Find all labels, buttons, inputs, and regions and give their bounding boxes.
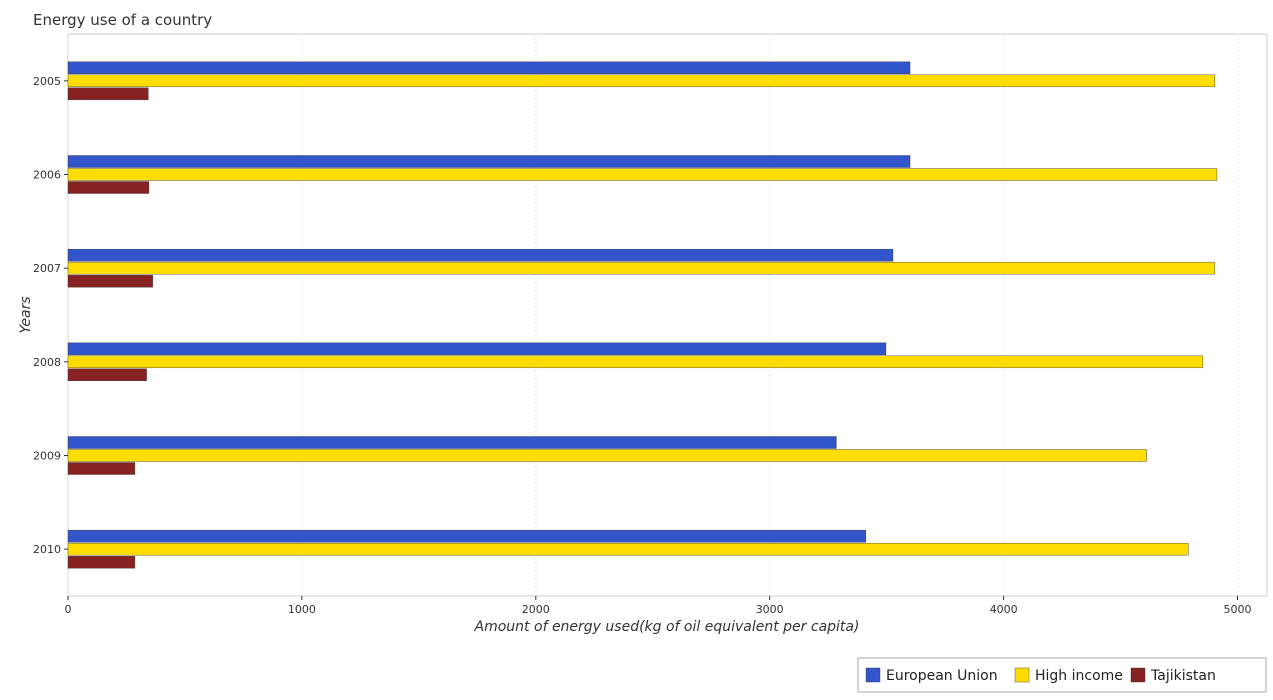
y-tick-label: 2009 (33, 450, 61, 463)
y-axis-label: Years (18, 296, 34, 333)
bar-high-income-2009 (68, 450, 1147, 462)
legend-swatch-tajikistan (1131, 668, 1145, 682)
bar-tajikistan-2005 (68, 88, 148, 100)
bar-tajikistan-2006 (68, 182, 149, 194)
plot-area (68, 34, 1267, 596)
bar-european-union-2008 (68, 343, 886, 355)
bar-european-union-2009 (68, 437, 836, 449)
legend-label: Tajikistan (1150, 668, 1216, 684)
y-tick-label: 2006 (33, 169, 61, 182)
bar-high-income-2007 (68, 262, 1215, 274)
x-tick-label: 1000 (288, 603, 316, 616)
x-tick-label: 5000 (1224, 603, 1252, 616)
bar-european-union-2007 (68, 249, 893, 261)
bar-tajikistan-2009 (68, 463, 135, 475)
legend-swatch-high-income (1015, 668, 1029, 682)
bar-high-income-2006 (68, 169, 1217, 181)
legend-swatch-european-union (866, 668, 880, 682)
x-tick-label: 0 (65, 603, 72, 616)
y-tick-label: 2010 (33, 543, 61, 556)
y-tick-label: 2007 (33, 262, 61, 275)
bar-european-union-2010 (68, 530, 866, 542)
x-tick-labels: 0 1000 2000 3000 4000 5000 (65, 596, 1252, 616)
y-tick-label: 2005 (33, 75, 61, 88)
bar-high-income-2005 (68, 75, 1215, 87)
bar-high-income-2008 (68, 356, 1203, 368)
bar-tajikistan-2007 (68, 275, 153, 287)
legend-label: European Union (886, 668, 998, 684)
bar-european-union-2006 (68, 156, 910, 168)
x-tick-label: 4000 (990, 603, 1018, 616)
legend-label: High income (1035, 668, 1123, 684)
bar-tajikistan-2010 (68, 556, 135, 568)
bar-high-income-2010 (68, 543, 1188, 555)
y-tick-label: 2008 (33, 356, 61, 369)
bar-tajikistan-2008 (68, 369, 147, 381)
legend: European Union High income Tajikistan (858, 658, 1266, 692)
bar-european-union-2005 (68, 62, 910, 74)
y-tick-labels: 2005 2006 2007 2008 2009 2010 (33, 75, 68, 556)
x-tick-label: 2000 (522, 603, 550, 616)
x-axis-label: Amount of energy used(kg of oil equivale… (474, 619, 860, 635)
chart-title: Energy use of a country (33, 11, 212, 29)
x-tick-label: 3000 (756, 603, 784, 616)
